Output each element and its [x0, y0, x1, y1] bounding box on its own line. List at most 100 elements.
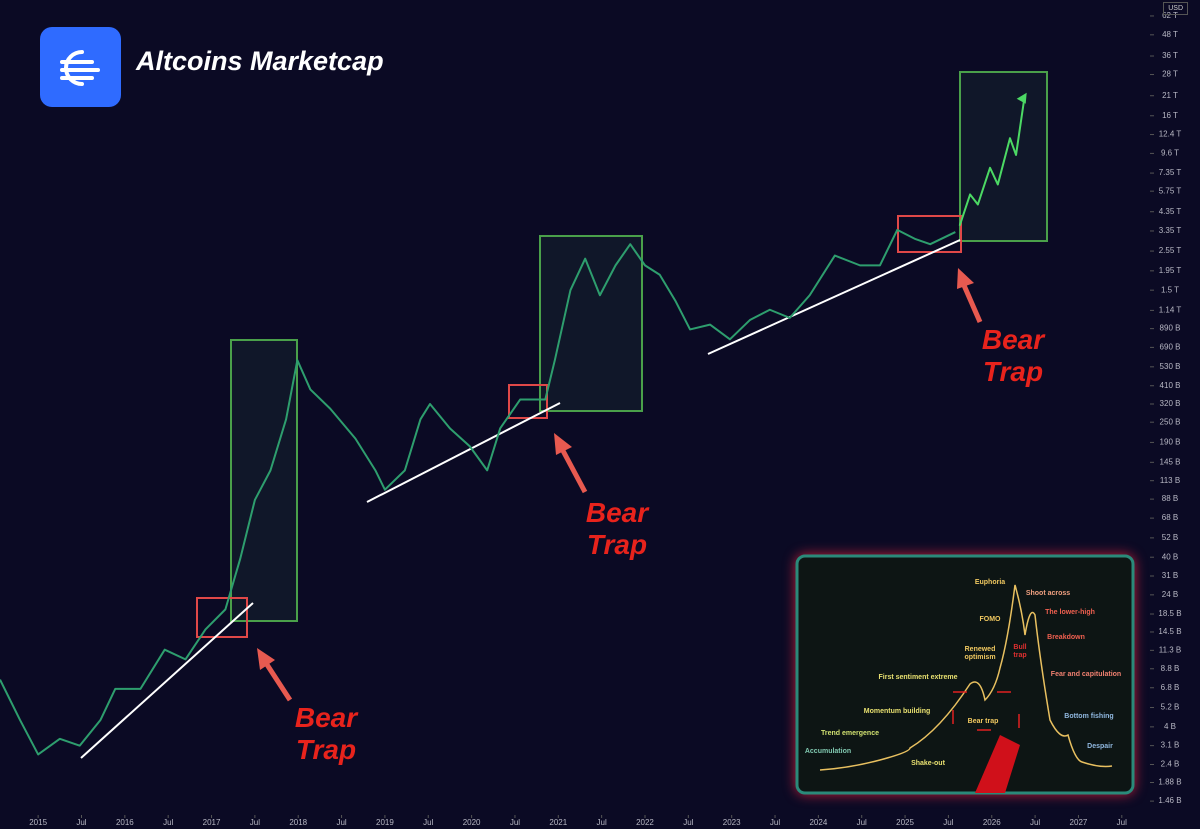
arrow — [558, 445, 588, 494]
y-tick-label: 21 T — [1162, 91, 1178, 100]
x-tick-label: 2027 — [1070, 818, 1088, 827]
y-tick-label: 11.3 B — [1159, 645, 1182, 654]
series-line — [0, 228, 956, 756]
x-tick-label: 2016 — [116, 818, 134, 827]
trend-line — [366, 402, 561, 503]
y-tick-label: 1.95 T — [1159, 266, 1182, 275]
inset-label: Shoot across — [1025, 590, 1071, 597]
x-tick-label: Jul — [163, 818, 173, 827]
x-tick-label: 2021 — [549, 818, 567, 827]
inset-arrow — [975, 735, 1020, 793]
y-tick-label: 2.55 T — [1159, 246, 1182, 255]
inset-label: FOMO — [979, 616, 1001, 623]
red-box — [897, 215, 962, 253]
y-tick-label: 52 B — [1162, 533, 1178, 542]
y-tick-label: 40 B — [1162, 552, 1178, 561]
axes: 1.46 B 1.88 B 2.4 B 3.1 B 4 B 5.2 B 6.8 B 8.8 B… — [29, 11, 1181, 827]
y-tick-label: 410 B — [1160, 381, 1181, 390]
arrow — [960, 282, 983, 323]
y-tick-label: 24 B — [1162, 590, 1178, 599]
x-tick-label: 2024 — [809, 818, 827, 827]
y-tick-label: 16 T — [1162, 111, 1178, 120]
y-tick-label: 250 B — [1160, 417, 1181, 426]
logo-icon — [60, 50, 100, 86]
inset-label: Trend emergence — [821, 730, 879, 737]
y-tick-label: 28 T — [1162, 70, 1178, 79]
red-box — [508, 384, 548, 419]
projection-arrow-head — [1016, 92, 1027, 104]
y-tick-label: 9.6 T — [1161, 149, 1179, 158]
inset-label: Euphoria — [974, 579, 1006, 586]
logo — [40, 27, 121, 107]
y-tick-label: 4.35 T — [1159, 207, 1182, 216]
inset-red-box — [952, 691, 1020, 731]
inset-label: The lower-high — [1045, 609, 1095, 616]
y-tick-label: 3.35 T — [1159, 226, 1182, 235]
x-tick-label: 2018 — [289, 818, 307, 827]
inset-label: Shake-out — [911, 760, 945, 767]
y-tick-label: 5.2 B — [1161, 703, 1180, 712]
x-tick-label: 2026 — [983, 818, 1001, 827]
y-tick-label: 18.5 B — [1158, 609, 1181, 618]
y-tick-label: 190 B — [1160, 438, 1181, 447]
currency: USD — [1163, 2, 1188, 15]
decorations — [40, 27, 1135, 795]
y-tick-label: 1.5 T — [1161, 285, 1179, 294]
y-tick-label: 14.5 B — [1158, 627, 1181, 636]
inset-label: Fear and capitulation — [1050, 671, 1122, 678]
y-tick-label: 1.88 B — [1158, 778, 1181, 787]
y-tick-label: 31 B — [1162, 571, 1178, 580]
arrow-head — [554, 433, 572, 455]
y-tick-label: 68 B — [1162, 513, 1178, 522]
y-tick-label: 690 B — [1160, 342, 1181, 351]
y-tick-label: 530 B — [1160, 362, 1181, 371]
arrows — [257, 268, 983, 702]
red-box — [196, 597, 248, 638]
inset-label: Bottom fishing — [1064, 713, 1114, 720]
bear-trap-label: Bear Trap — [294, 702, 358, 765]
inset-label: Accumulation — [804, 748, 852, 755]
x-tick-label: Jul — [857, 818, 867, 827]
inset-label: Bull trap — [1013, 644, 1027, 659]
arrow — [261, 658, 293, 702]
y-tick-label: 320 B — [1160, 399, 1181, 408]
x-tick-label: Jul — [250, 818, 260, 827]
y-tick-label: 88 B — [1162, 494, 1178, 503]
y-tick-label: 2.4 B — [1161, 760, 1180, 769]
cycle-curve — [819, 584, 1113, 771]
arrow-head — [957, 268, 974, 289]
y-tick-label: 48 T — [1162, 30, 1178, 39]
x-tick-label: Jul — [510, 818, 520, 827]
x-tick-label: Jul — [1030, 818, 1040, 827]
y-tick-label: 36 T — [1162, 51, 1178, 60]
y-tick-label: 6.8 B — [1161, 683, 1180, 692]
green-box — [539, 235, 643, 412]
x-tick-label: 2023 — [723, 818, 741, 827]
x-tick-label: Jul — [423, 818, 433, 827]
x-tick-label: Jul — [1117, 818, 1127, 827]
x-tick-label: 2022 — [636, 818, 654, 827]
inset-label: Breakdown — [1047, 634, 1085, 641]
series-line — [958, 95, 1026, 226]
title: Altcoins Marketcap — [136, 46, 384, 76]
x-tick-label: Jul — [943, 818, 953, 827]
y-tick-label: 1.14 T — [1159, 306, 1182, 315]
y-tick-label: 12.4 T — [1159, 130, 1182, 139]
trend-line — [80, 602, 254, 759]
inset-label: First sentiment extreme — [878, 674, 958, 681]
inset-label: Despair — [1087, 743, 1113, 750]
x-tick-label: 2015 — [29, 818, 47, 827]
x-tick-label: 2017 — [203, 818, 221, 827]
bear-trap-label: Bear Trap — [981, 324, 1045, 387]
inset-panel — [795, 554, 1135, 795]
y-tick-label: 8.8 B — [1161, 664, 1180, 673]
y-tick-label: 1.46 B — [1158, 796, 1181, 805]
trend-line — [707, 239, 961, 355]
y-tick-label: 145 B — [1160, 457, 1181, 466]
y-tick-label: 4 B — [1164, 722, 1176, 731]
y-tick-label: 113 B — [1160, 476, 1180, 485]
x-tick-label: Jul — [76, 818, 86, 827]
arrow-head — [257, 648, 275, 670]
